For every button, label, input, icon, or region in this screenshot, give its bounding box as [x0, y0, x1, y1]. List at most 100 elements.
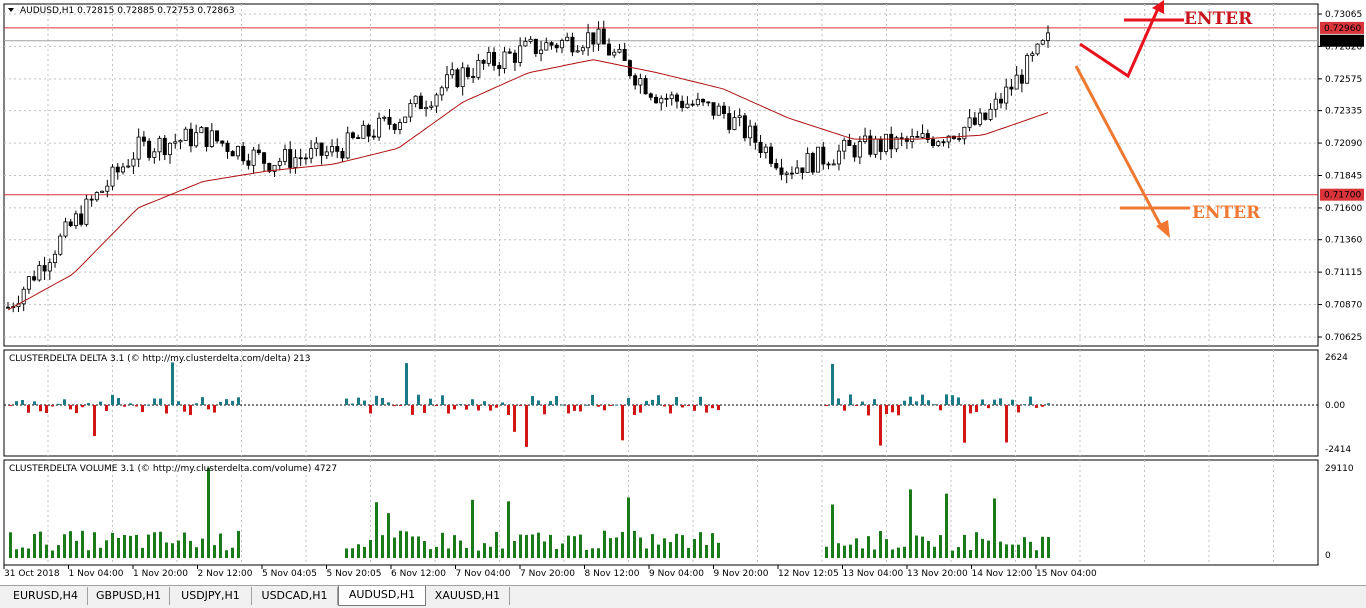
delta-bar — [855, 405, 858, 406]
volume-bar — [159, 531, 162, 558]
delta-bar — [717, 405, 720, 411]
delta-bar — [21, 399, 24, 405]
candle-body — [784, 172, 789, 175]
candle-body — [633, 75, 638, 86]
delta-bar — [585, 404, 588, 406]
volume-panel-header: CLUSTERDELTA VOLUME 3.1 (© http://my.clu… — [9, 464, 337, 474]
delta-bar — [105, 405, 108, 411]
delta-bar — [555, 396, 558, 405]
delta-bar — [45, 405, 48, 414]
candle-body — [42, 265, 47, 272]
delta-bar — [147, 404, 150, 406]
volume-bar — [75, 540, 78, 558]
delta-bar — [837, 398, 840, 405]
volume-bar — [657, 544, 660, 558]
candle-body — [26, 276, 31, 290]
volume-bar — [417, 536, 420, 558]
time-label: 5 Nov 20:05 — [327, 569, 382, 579]
delta-bar — [963, 405, 966, 443]
volume-bar — [1035, 550, 1038, 558]
candle-body — [617, 48, 622, 53]
volume-bar — [21, 547, 24, 558]
candle-body — [1040, 40, 1045, 45]
tab-audusd-h1[interactable]: AUDUSD,H1 — [338, 586, 426, 606]
delta-bar — [843, 405, 846, 411]
candle-body — [701, 98, 706, 103]
candle-body — [512, 52, 517, 63]
delta-bar — [189, 405, 192, 416]
delta-bar — [885, 405, 888, 415]
volume-bar — [33, 534, 36, 558]
candle-body — [1046, 32, 1051, 41]
candle-body — [345, 132, 350, 159]
candle-body — [575, 50, 580, 53]
chart-area[interactable]: 0.72960 0.71700 0.72863 2624 0.00 -2414 2911… — [0, 0, 1366, 585]
volume-bar — [921, 536, 924, 558]
delta-bar — [435, 405, 438, 406]
candle-body — [518, 45, 523, 63]
volume-bar — [573, 536, 576, 558]
delta-bar — [867, 405, 870, 416]
candle-body — [899, 137, 904, 140]
candle-body — [993, 98, 998, 110]
volume-bar — [621, 531, 624, 558]
candle-body — [873, 138, 878, 155]
candle-body — [852, 145, 857, 158]
delta-bar — [603, 405, 606, 411]
delta-bar — [537, 400, 540, 405]
candle-body — [366, 124, 371, 137]
tab-gbpusd-h1[interactable]: GBPUSD,H1 — [88, 587, 170, 605]
time-label: 9 Nov 04:00 — [649, 569, 704, 579]
delta-bar — [375, 395, 378, 405]
candle-body — [721, 105, 726, 114]
candle-body — [941, 141, 946, 144]
horizontal-levels[interactable]: 0.72960 0.71700 0.72863 — [4, 21, 1364, 201]
volume-bar — [177, 540, 180, 558]
tab-xauusd-h1[interactable]: XAUUSD,H1 — [426, 587, 510, 605]
delta-bar — [171, 362, 174, 405]
delta-bar — [27, 405, 30, 413]
current-price-tag — [1320, 34, 1364, 47]
volume-bar — [471, 499, 474, 558]
delta-bar — [363, 400, 366, 405]
candle-body — [695, 98, 700, 106]
candle-body — [539, 49, 544, 54]
price-label: 0.73065 — [1325, 10, 1362, 20]
tab-usdcad-h1[interactable]: USDCAD,H1 — [252, 587, 338, 605]
candle-body — [1009, 86, 1014, 90]
delta-bar — [513, 405, 516, 432]
candle-body — [889, 133, 894, 150]
candle-body — [920, 133, 925, 138]
candle-body — [878, 138, 883, 152]
candle-body — [204, 127, 209, 147]
candle-body — [998, 98, 1003, 104]
delta-bar — [51, 405, 54, 407]
delta-bar — [399, 405, 402, 406]
candle-body — [988, 108, 993, 120]
delta-bar — [237, 397, 240, 405]
volume-bar — [237, 530, 240, 558]
delta-bar — [693, 405, 696, 411]
candle-body — [37, 265, 42, 281]
candle-body — [277, 160, 282, 166]
candle-body — [460, 67, 465, 88]
candle-body — [439, 87, 444, 96]
volume-bar — [717, 542, 720, 558]
volume-bar — [705, 544, 708, 558]
candle-body — [706, 101, 711, 104]
volume-bar — [153, 532, 156, 558]
delta-panel-header: CLUSTERDELTA DELTA 3.1 (© http://my.clus… — [9, 354, 311, 364]
volume-bar — [219, 533, 222, 558]
tab-usdjpy-h1[interactable]: USDJPY,H1 — [170, 587, 252, 605]
volume-bar — [879, 531, 882, 558]
candle-body — [115, 166, 120, 173]
candle-body — [486, 52, 491, 64]
candle-body — [309, 148, 314, 159]
delta-bar — [525, 405, 528, 447]
time-label: 15 Nov 04:00 — [1036, 569, 1097, 579]
delta-bar — [711, 405, 714, 409]
tab-eurusd-h4[interactable]: EURUSD,H4 — [4, 587, 88, 605]
candle-body — [748, 125, 753, 139]
candle-body — [1030, 53, 1035, 56]
delta-bar — [567, 405, 570, 414]
